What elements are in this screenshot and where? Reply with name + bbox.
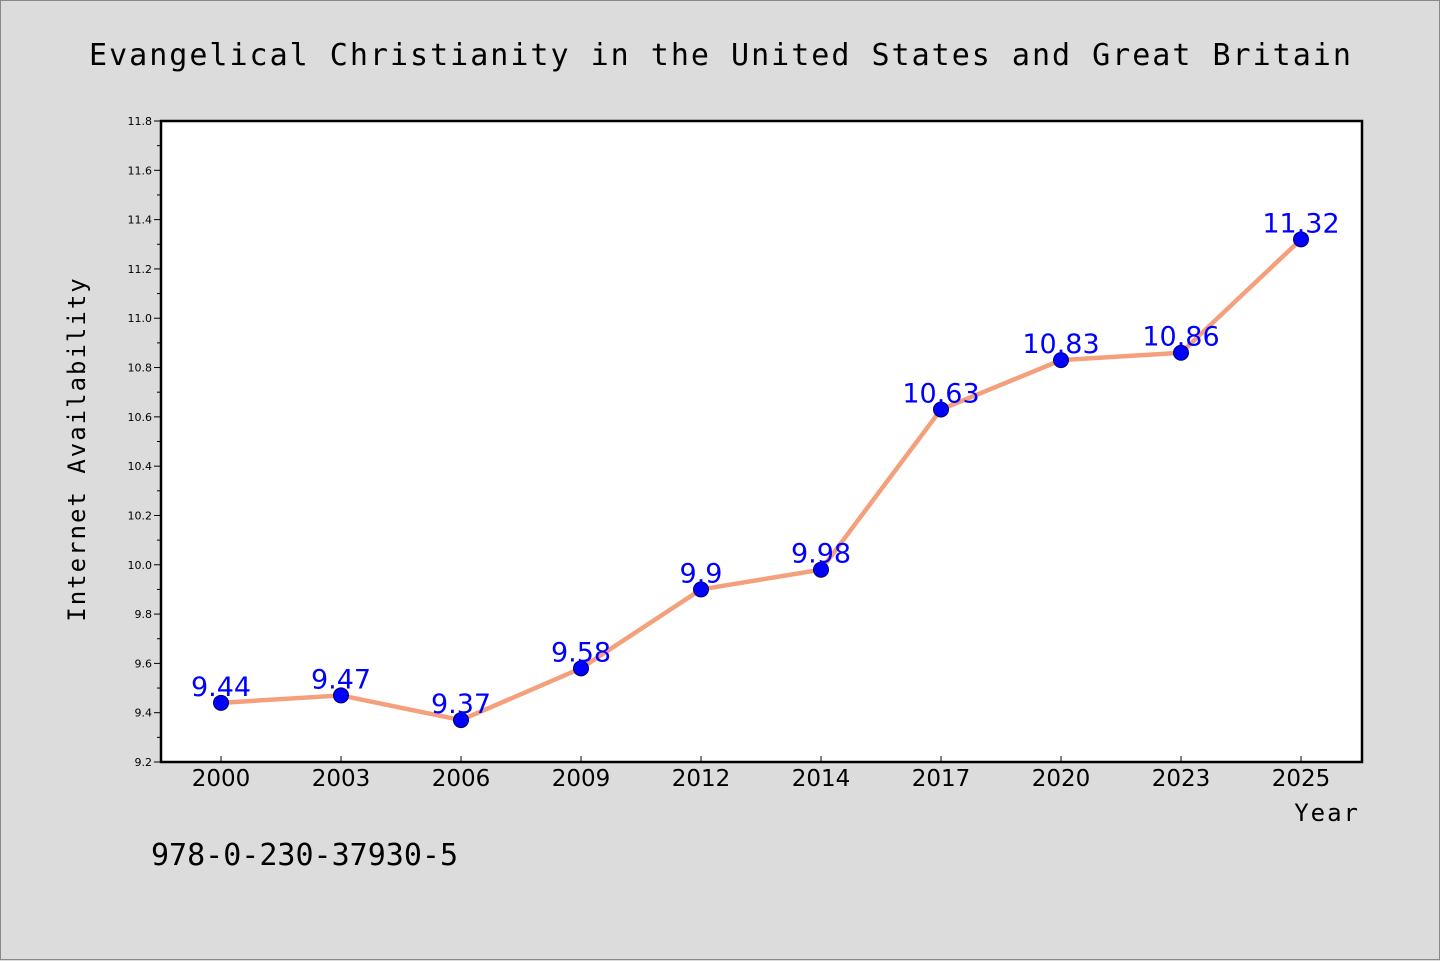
data-label: 9.44 (191, 672, 251, 703)
data-point (453, 712, 469, 729)
x-tick-label: 2003 (312, 766, 371, 792)
data-label: 11.32 (1262, 208, 1339, 239)
y-tick-label: 9.6 (135, 657, 153, 670)
y-tick-label: 10.0 (128, 559, 153, 572)
x-tick-label: 2017 (912, 766, 971, 792)
data-point (813, 561, 829, 578)
y-tick-label: 10.6 (128, 411, 153, 424)
y-tick-label: 10.2 (128, 509, 153, 522)
x-tick-label: 2009 (552, 766, 611, 792)
chart-title: Evangelical Christianity in the United S… (89, 38, 1353, 73)
x-tick-label: 2000 (192, 766, 251, 792)
x-tick-label: 2014 (792, 766, 851, 792)
y-tick-label: 10.4 (128, 460, 153, 473)
x-tick-label: 2012 (672, 766, 731, 792)
data-label: 9.37 (431, 689, 491, 720)
x-tick-label: 2006 (432, 766, 491, 792)
y-tick-label: 11.6 (128, 164, 153, 177)
y-tick-label: 9.8 (135, 608, 153, 621)
data-label: 9.58 (551, 637, 611, 668)
y-tick-label: 11.2 (128, 263, 153, 276)
y-tick-label: 11.8 (128, 115, 153, 128)
data-point (573, 660, 589, 677)
data-label: 10.83 (1022, 329, 1099, 360)
data-point (333, 687, 349, 704)
data-point (1173, 344, 1189, 361)
x-axis: 2000 2003 2006 2009 2012 2014 2017 2020 2023 2025 (192, 756, 1331, 792)
plot-area (159, 119, 1364, 764)
x-axis-label: Year (1294, 799, 1360, 827)
y-tick-label: 9.4 (135, 707, 153, 720)
data-point (1053, 352, 1069, 369)
data-point (693, 581, 709, 598)
x-tick-label: 2025 (1272, 766, 1331, 792)
data-label: 9.98 (791, 539, 851, 570)
data-label: 9.47 (311, 664, 371, 695)
y-tick-label: 11.0 (128, 312, 153, 325)
series-layer: 9.44 9.47 9.37 9.58 9.9 9.98 10.63 10.83 10.86 11… (191, 208, 1340, 729)
data-label: 10.63 (902, 378, 979, 409)
y-tick-label: 10.8 (128, 362, 153, 375)
x-tick-label: 2023 (1152, 766, 1211, 792)
data-point (933, 401, 949, 418)
isbn-footer: 978-0-230-37930-5 (151, 838, 458, 873)
series-line (220, 237, 1303, 723)
data-point (213, 694, 229, 711)
data-label: 9.9 (680, 558, 723, 589)
y-tick-label: 9.2 (135, 756, 153, 769)
x-tick-label: 2020 (1032, 766, 1091, 792)
data-point (1293, 231, 1309, 248)
y-tick-label: 11.4 (128, 214, 153, 227)
data-label: 10.86 (1142, 322, 1219, 353)
y-axis-label: Internet Availability (63, 276, 91, 621)
y-axis: 9.2 9.4 9.6 9.8 10.0 10.2 10.4 10.6 10.8 11.0 11.2… (128, 115, 161, 769)
